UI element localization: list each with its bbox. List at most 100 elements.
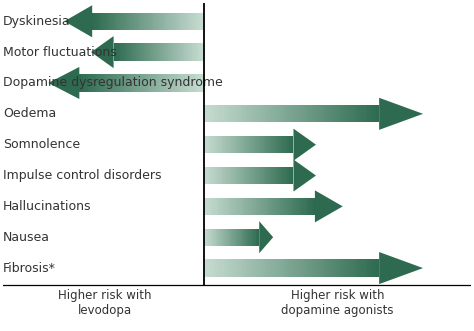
Polygon shape	[191, 13, 192, 30]
Polygon shape	[210, 229, 211, 246]
Polygon shape	[248, 229, 249, 246]
Polygon shape	[144, 74, 146, 92]
Polygon shape	[221, 105, 224, 122]
Polygon shape	[256, 105, 259, 122]
Polygon shape	[262, 167, 264, 184]
Polygon shape	[244, 229, 245, 246]
Polygon shape	[303, 260, 306, 277]
Polygon shape	[293, 160, 316, 192]
Polygon shape	[270, 198, 272, 215]
Polygon shape	[172, 43, 173, 61]
Polygon shape	[181, 43, 182, 61]
Polygon shape	[171, 43, 172, 61]
Polygon shape	[309, 105, 312, 122]
Polygon shape	[178, 43, 180, 61]
Polygon shape	[249, 229, 250, 246]
Polygon shape	[241, 198, 243, 215]
Polygon shape	[92, 74, 94, 92]
Polygon shape	[353, 260, 356, 277]
Polygon shape	[227, 105, 230, 122]
Text: Motor fluctuations: Motor fluctuations	[3, 46, 117, 59]
Polygon shape	[275, 167, 277, 184]
Polygon shape	[220, 136, 221, 153]
Polygon shape	[201, 43, 202, 61]
Polygon shape	[203, 105, 207, 122]
Polygon shape	[259, 198, 261, 215]
Polygon shape	[79, 74, 82, 92]
Polygon shape	[235, 198, 237, 215]
Polygon shape	[152, 74, 154, 92]
Polygon shape	[239, 167, 241, 184]
Polygon shape	[101, 13, 103, 30]
Polygon shape	[234, 136, 235, 153]
Polygon shape	[292, 260, 294, 277]
Polygon shape	[286, 167, 288, 184]
Polygon shape	[221, 260, 224, 277]
Polygon shape	[146, 13, 148, 30]
Polygon shape	[230, 105, 233, 122]
Polygon shape	[225, 167, 226, 184]
Text: Somnolence: Somnolence	[3, 138, 80, 151]
Polygon shape	[242, 105, 245, 122]
Polygon shape	[335, 105, 338, 122]
Polygon shape	[276, 198, 278, 215]
Polygon shape	[239, 105, 242, 122]
Polygon shape	[154, 43, 155, 61]
Polygon shape	[211, 167, 212, 184]
Polygon shape	[117, 43, 118, 61]
Polygon shape	[329, 105, 332, 122]
Polygon shape	[277, 260, 280, 277]
Polygon shape	[227, 260, 230, 277]
Polygon shape	[191, 43, 193, 61]
Polygon shape	[176, 13, 178, 30]
Polygon shape	[124, 13, 126, 30]
Polygon shape	[253, 136, 255, 153]
Polygon shape	[187, 13, 189, 30]
Polygon shape	[146, 43, 148, 61]
Polygon shape	[139, 43, 141, 61]
Polygon shape	[244, 167, 246, 184]
Polygon shape	[338, 105, 341, 122]
Polygon shape	[127, 43, 128, 61]
Polygon shape	[208, 229, 209, 246]
Polygon shape	[329, 260, 332, 277]
Polygon shape	[158, 74, 160, 92]
Polygon shape	[207, 260, 210, 277]
Polygon shape	[115, 43, 117, 61]
Polygon shape	[145, 43, 146, 61]
Polygon shape	[209, 198, 211, 215]
Polygon shape	[221, 167, 223, 184]
Polygon shape	[180, 43, 181, 61]
Polygon shape	[374, 260, 376, 277]
Polygon shape	[201, 13, 203, 30]
Polygon shape	[239, 229, 240, 246]
Polygon shape	[379, 252, 423, 284]
Polygon shape	[231, 198, 233, 215]
Polygon shape	[210, 105, 212, 122]
Polygon shape	[155, 13, 157, 30]
Polygon shape	[292, 198, 294, 215]
Polygon shape	[208, 136, 210, 153]
Polygon shape	[251, 229, 252, 246]
Polygon shape	[253, 105, 256, 122]
Polygon shape	[213, 229, 214, 246]
Polygon shape	[210, 260, 212, 277]
Polygon shape	[376, 260, 379, 277]
Polygon shape	[194, 13, 196, 30]
Polygon shape	[288, 105, 292, 122]
Polygon shape	[332, 105, 335, 122]
Polygon shape	[103, 13, 105, 30]
Polygon shape	[246, 229, 247, 246]
Polygon shape	[271, 105, 274, 122]
Polygon shape	[294, 260, 297, 277]
Polygon shape	[185, 74, 187, 92]
Polygon shape	[137, 74, 139, 92]
Polygon shape	[245, 260, 247, 277]
Polygon shape	[353, 105, 356, 122]
Polygon shape	[350, 260, 353, 277]
Polygon shape	[245, 198, 246, 215]
Polygon shape	[262, 136, 264, 153]
Polygon shape	[139, 74, 141, 92]
Polygon shape	[207, 198, 209, 215]
Text: Nausea: Nausea	[3, 231, 50, 244]
